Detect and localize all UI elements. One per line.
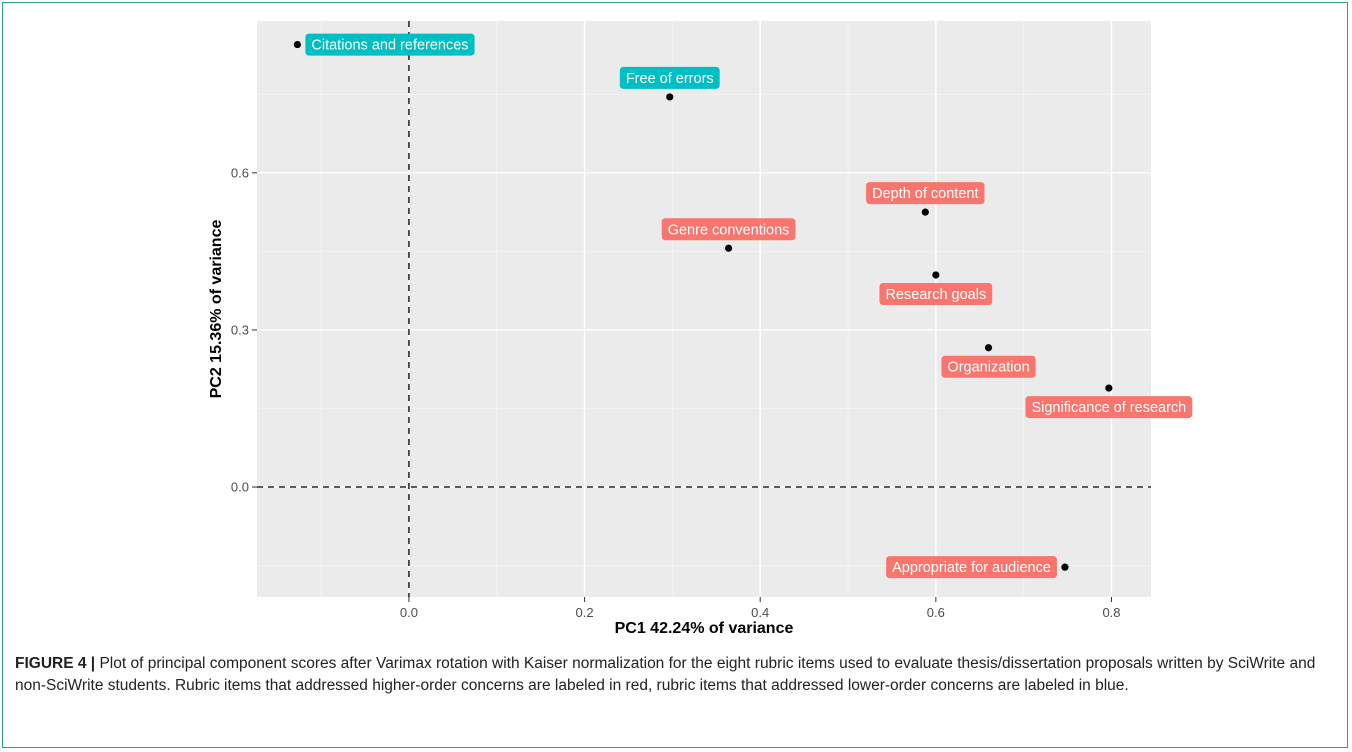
data-point — [293, 40, 301, 49]
major-gridlines — [257, 21, 1151, 597]
figure-caption: FIGURE 4 | Plot of principal component s… — [15, 653, 1341, 697]
plot-panel — [257, 21, 1151, 597]
x-tick-label: 0.8 — [1102, 605, 1120, 620]
data-point — [1105, 384, 1113, 392]
point-label-box — [879, 282, 993, 305]
x-tick-label: 0.4 — [751, 605, 769, 620]
axis-ticks: 0.0 0.2 0.4 0.6 0.8 0.0 0.3 0.6 — [231, 165, 1121, 620]
point-label-text: Free of errors — [626, 71, 714, 87]
data-point — [724, 244, 733, 252]
x-tick-label: 0.2 — [576, 605, 594, 620]
x-tick-label: 0.6 — [927, 605, 945, 620]
point-label: Organization — [941, 355, 1036, 378]
y-tick-label: 0.0 — [231, 480, 249, 495]
point-label-text: Organization — [947, 360, 1029, 376]
data-points — [293, 40, 1113, 571]
x-axis-title: PC1 42.24% of variance — [615, 620, 794, 637]
reference-lines — [257, 21, 1151, 597]
point-label: Significance of research — [1025, 396, 1193, 419]
point-label-text: Significance of research — [1031, 400, 1186, 416]
point-label: Citations and references — [305, 33, 475, 56]
point-label-text: Appropriate for audience — [892, 560, 1051, 576]
point-label-box — [1025, 396, 1193, 419]
x-tick-label: 0.0 — [400, 605, 418, 620]
point-labels: Citations and references Free of errors De… — [305, 33, 1193, 579]
point-label-box — [941, 355, 1036, 378]
point-label-box — [305, 33, 475, 56]
point-label-text: Genre conventions — [668, 222, 790, 238]
data-point — [666, 93, 674, 101]
point-label: Genre conventions — [661, 218, 796, 241]
point-label: Research goals — [879, 282, 993, 305]
data-point — [1061, 563, 1069, 571]
point-label: Appropriate for audience — [886, 556, 1057, 579]
point-label: Depth of content — [866, 182, 985, 205]
caption-lead: FIGURE 4 | — [15, 655, 96, 672]
point-label-text: Research goals — [885, 287, 986, 303]
point-label-text: Depth of content — [872, 186, 978, 202]
point-label-box — [619, 66, 720, 89]
data-point — [921, 208, 929, 216]
y-tick-label: 0.3 — [231, 322, 249, 337]
y-tick-label: 0.6 — [231, 165, 249, 180]
data-point — [932, 271, 940, 279]
point-label-box — [886, 556, 1057, 579]
point-label: Free of errors — [619, 66, 720, 89]
point-label-text: Citations and references — [311, 38, 468, 54]
pca-scatter-chart: 0.0 0.2 0.4 0.6 0.8 0.0 0.3 0.6 Citations and r… — [208, 21, 1193, 637]
caption-text: Plot of principal component scores after… — [15, 655, 1316, 694]
point-label-box — [661, 218, 796, 241]
point-label-box — [866, 182, 985, 205]
minor-gridlines — [257, 21, 1151, 597]
y-axis-title: PC2 15.36% of variance — [208, 220, 225, 399]
data-point — [984, 344, 993, 352]
